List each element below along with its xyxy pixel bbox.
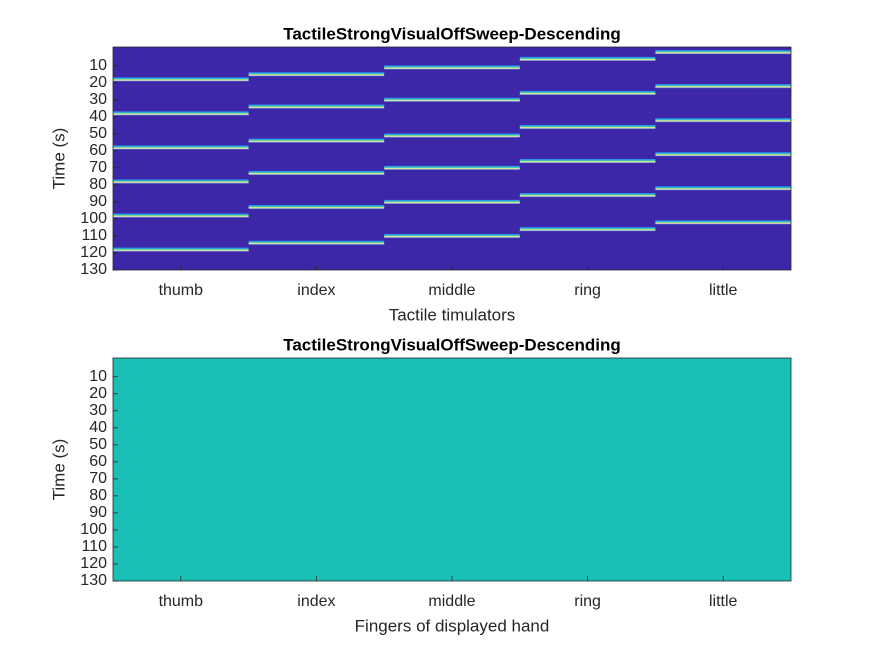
stimulus-stripe	[384, 65, 520, 70]
x-tick-label: middle	[428, 282, 475, 299]
stimulus-stripe	[113, 145, 249, 150]
y-tick-label: 80	[89, 176, 107, 193]
x-axis-label: Fingers of displayed hand	[355, 616, 550, 635]
x-tick-label: little	[709, 593, 738, 610]
stimulus-stripe	[519, 90, 656, 96]
y-tick-label: 120	[80, 244, 107, 261]
stimulus-stripe	[113, 77, 249, 82]
stimulus-stripe	[113, 247, 249, 252]
x-tick-label: middle	[428, 593, 475, 610]
stimulus-stripe	[248, 104, 385, 109]
y-tick-label: 10	[89, 57, 107, 74]
y-tick-label: 60	[89, 142, 107, 159]
y-tick-label: 40	[89, 419, 107, 436]
y-tick-label: 90	[89, 193, 107, 210]
stimulus-stripe	[655, 118, 791, 123]
x-tick-label: ring	[574, 593, 601, 610]
y-tick-label: 10	[89, 368, 107, 385]
stimulus-stripe	[519, 193, 656, 198]
stimulus-stripe	[248, 138, 385, 143]
stimulus-stripe	[384, 97, 520, 102]
y-tick-label: 70	[89, 159, 107, 176]
y-tick-label: 60	[89, 453, 107, 470]
stimulus-stripe	[248, 240, 385, 245]
stimulus-stripe	[248, 204, 385, 210]
stimulus-stripe	[519, 227, 656, 232]
stimulus-stripe	[384, 165, 520, 170]
y-tick-label: 30	[89, 402, 107, 419]
stimulus-stripe	[519, 56, 656, 61]
stimulus-stripe	[248, 72, 385, 77]
stimulus-stripe	[248, 170, 385, 176]
stimulus-stripe	[655, 84, 791, 89]
stimulus-stripe	[519, 124, 656, 130]
stimulus-stripe	[655, 220, 791, 225]
y-tick-label: 50	[89, 125, 107, 142]
y-tick-label: 110	[81, 227, 107, 244]
stimulus-stripe	[113, 213, 249, 218]
x-tick-label: thumb	[159, 593, 204, 610]
x-tick-label: index	[297, 593, 335, 610]
chart-title: TactileStrongVisualOffSweep-Descending	[283, 24, 621, 43]
stimulus-stripe	[384, 199, 520, 204]
stimulus-stripe	[655, 186, 791, 191]
y-tick-label: 120	[80, 555, 107, 572]
chart-title: TactileStrongVisualOffSweep-Descending	[283, 335, 621, 354]
stimulus-stripe	[655, 50, 791, 55]
y-tick-label: 100	[80, 210, 107, 227]
stimulus-stripe	[384, 233, 520, 238]
y-tick-label: 40	[89, 108, 107, 125]
stimulus-stripe	[655, 152, 791, 157]
y-tick-label: 130	[80, 572, 107, 589]
image-fill	[113, 358, 791, 581]
stimulus-stripe	[384, 133, 520, 138]
y-tick-label: 90	[89, 504, 107, 521]
x-tick-label: index	[297, 282, 335, 299]
y-tick-label: 80	[89, 487, 107, 504]
y-tick-label: 100	[80, 521, 107, 538]
y-axis-label: Time (s)	[49, 128, 68, 190]
y-tick-label: 50	[89, 436, 107, 453]
y-tick-label: 30	[89, 91, 107, 108]
y-tick-label: 130	[80, 261, 107, 278]
x-tick-label: ring	[574, 282, 601, 299]
stimulus-stripe	[113, 111, 249, 116]
x-tick-label: thumb	[159, 282, 204, 299]
y-axis-label: Time (s)	[49, 439, 68, 501]
y-tick-label: 20	[89, 74, 107, 91]
y-tick-label: 110	[81, 538, 107, 555]
x-axis-label: Tactile timulators	[389, 305, 516, 324]
stimulus-stripe	[519, 159, 656, 164]
y-tick-label: 20	[89, 385, 107, 402]
stimulus-stripe	[113, 179, 249, 184]
y-tick-label: 70	[89, 470, 107, 487]
x-tick-label: little	[709, 282, 738, 299]
